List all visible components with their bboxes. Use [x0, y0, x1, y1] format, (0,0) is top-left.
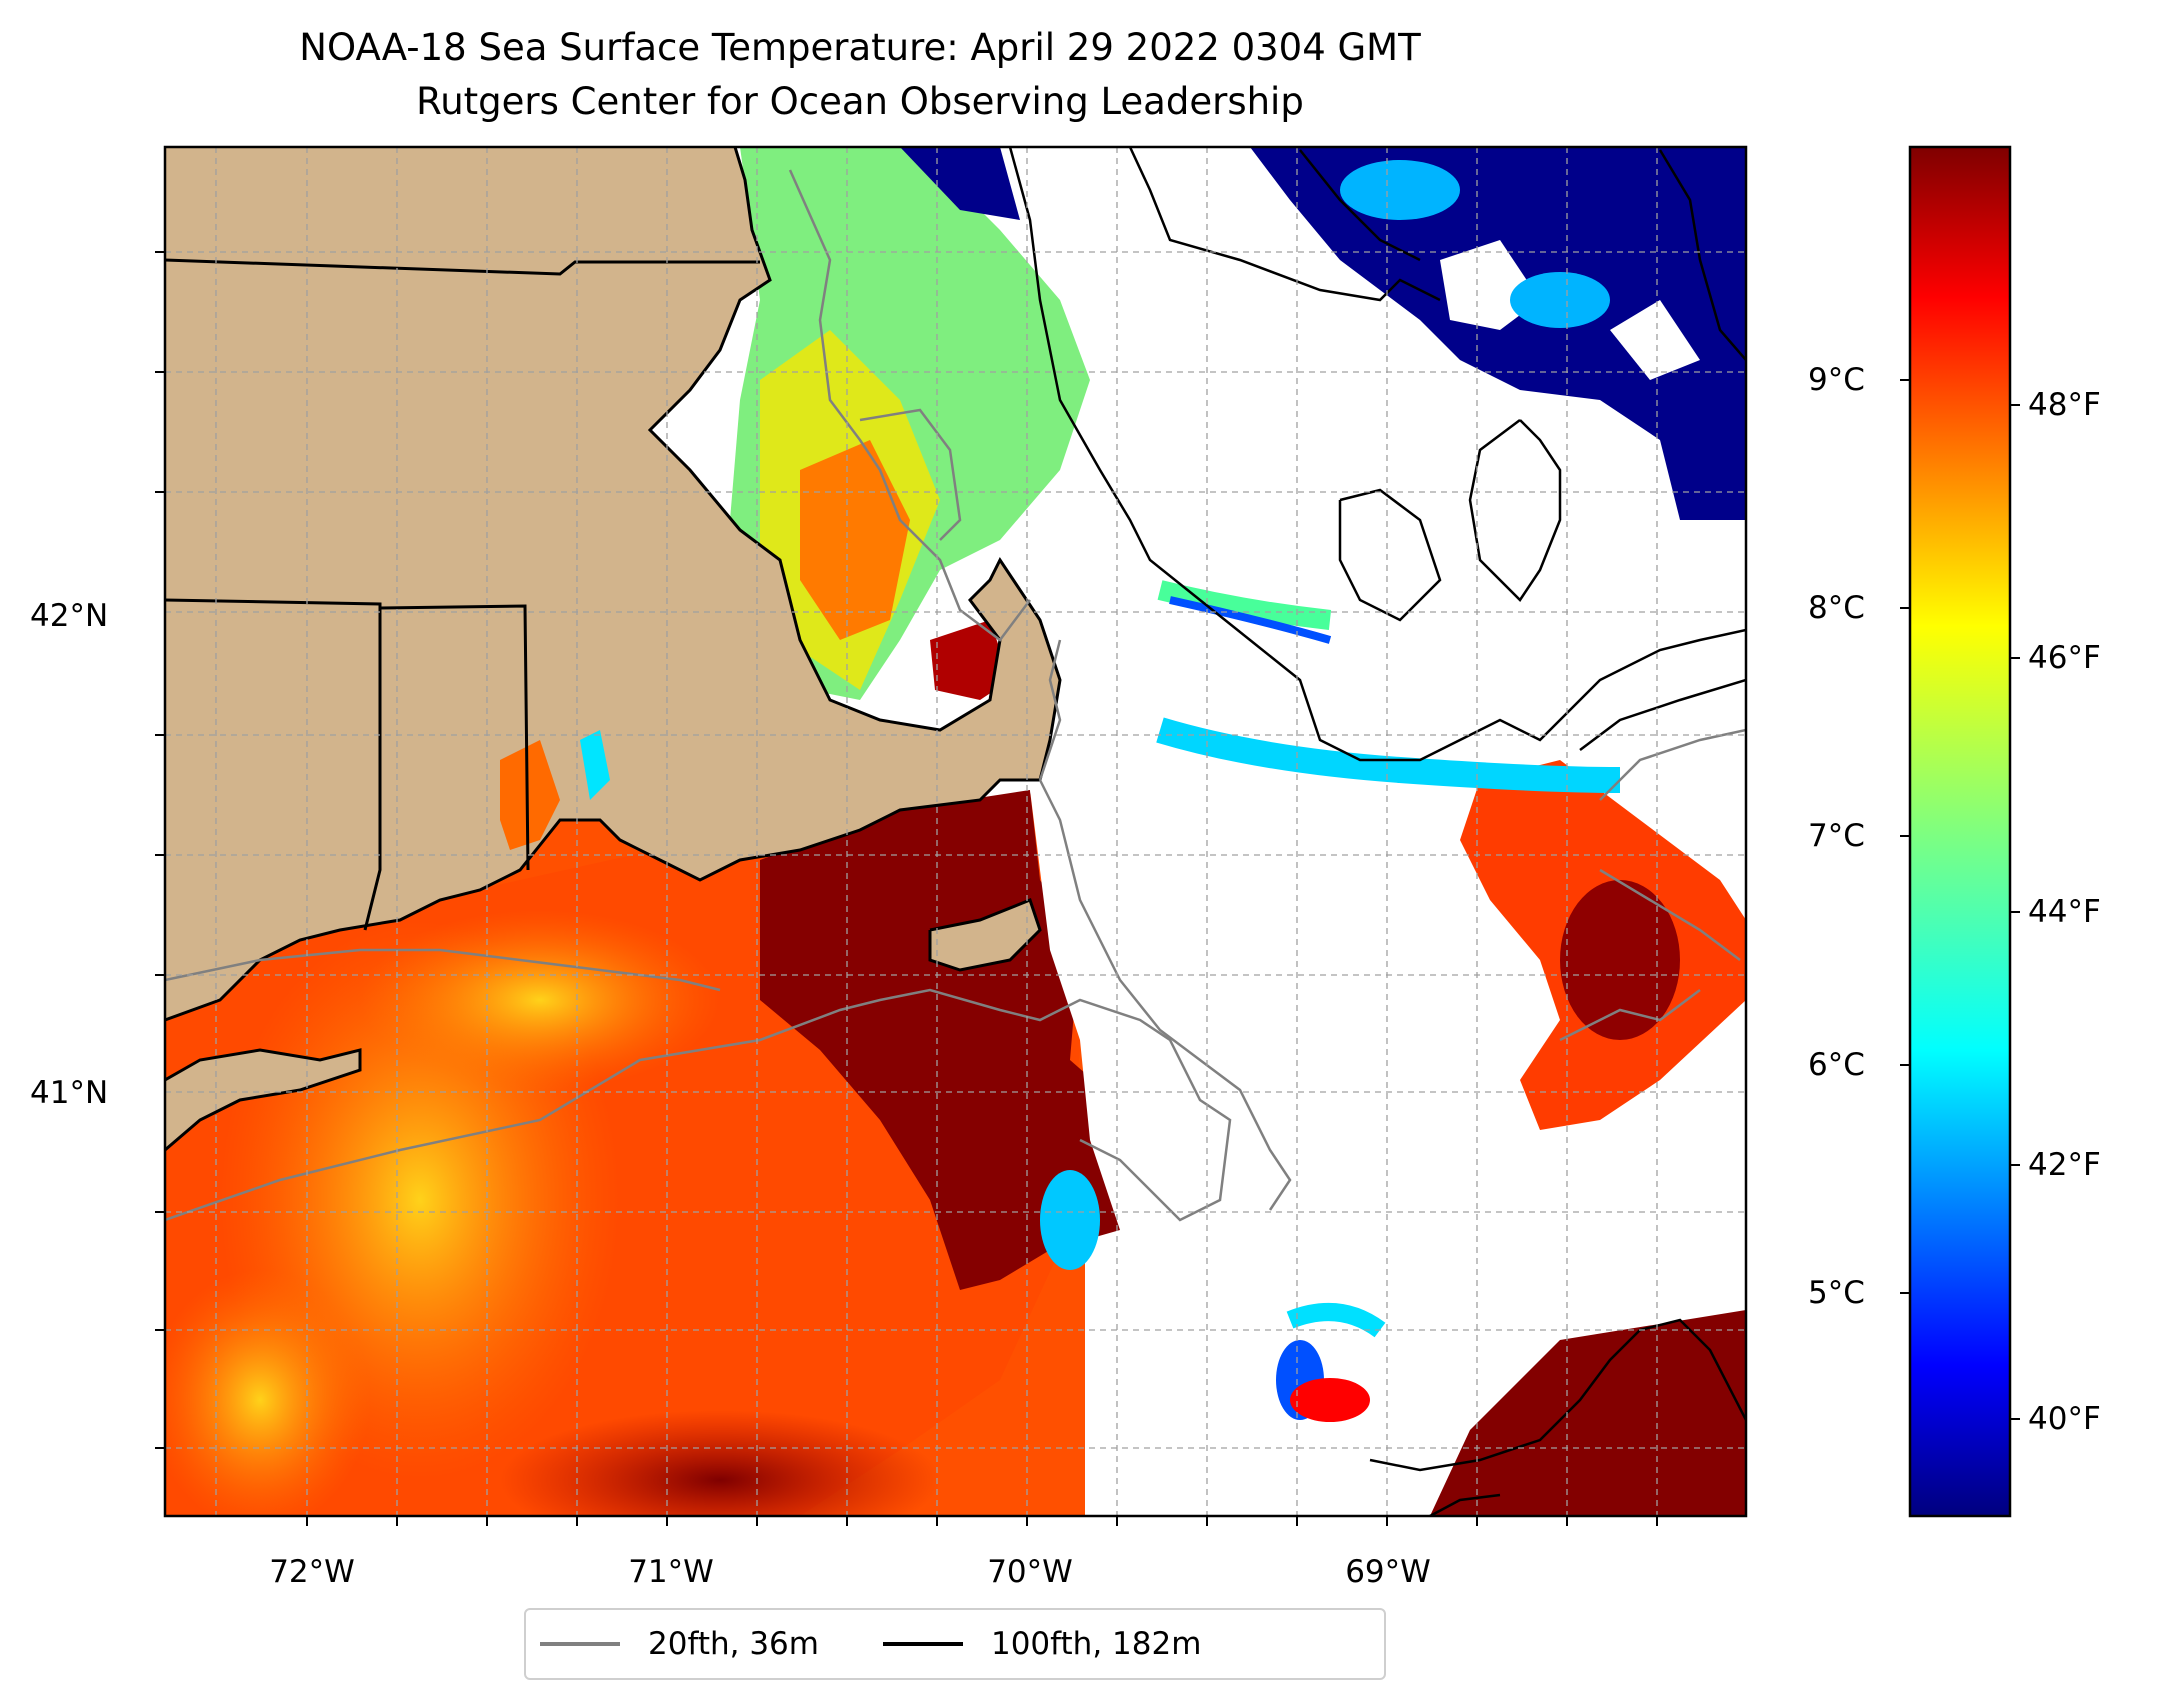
- cbar-fahrenheit-40: 40°F: [2028, 1401, 2101, 1437]
- map-title: NOAA-18 Sea Surface Temperature: April 2…: [299, 26, 1421, 69]
- cbar-celsius-6: 6°C: [1808, 1047, 1865, 1083]
- legend-label-100fth: 100fth, 182m: [990, 1626, 1202, 1662]
- legend-swatch-100fth: [882, 1642, 963, 1646]
- isobath-100fth: [1128, 147, 1441, 302]
- hot-sst-shoals: [760, 790, 1190, 1290]
- colorbar: [1908, 145, 2012, 1518]
- cbar-celsius-7: 7°C: [1808, 818, 1865, 854]
- gulf-of-maine-cold: [1250, 147, 1746, 520]
- lon-label-69w: 69°W: [1345, 1554, 1431, 1590]
- legend-item-100fth: 100fth, 182m: [882, 1626, 1202, 1662]
- isobath-20fth: [165, 988, 1232, 1222]
- map-subtitle: Rutgers Center for Ocean Observing Leade…: [416, 80, 1304, 123]
- legend-swatch-20fth: [540, 1642, 620, 1646]
- cbar-fahrenheit-48: 48°F: [2028, 387, 2101, 423]
- cbar-celsius-9: 9°C: [1808, 362, 1865, 398]
- lon-label-72w: 72°W: [269, 1554, 355, 1590]
- colorbar-ticks: [1900, 379, 2020, 1420]
- land-new-england: [165, 147, 1060, 1020]
- legend-label-20fth: 20fth, 36m: [648, 1626, 819, 1662]
- cbar-fahrenheit-42: 42°F: [2028, 1147, 2101, 1183]
- cbar-fahrenheit-46: 46°F: [2028, 640, 2101, 676]
- lat-label-42n: 42°N: [30, 598, 109, 634]
- lon-label-70w: 70°W: [987, 1554, 1073, 1590]
- cbar-celsius-8: 8°C: [1808, 590, 1865, 626]
- legend-item-20fth: 20fth, 36m: [540, 1626, 819, 1662]
- isobath-legend: 20fth, 36m 100fth, 182m: [524, 1608, 1386, 1680]
- graticule: [165, 147, 1746, 1516]
- lon-label-71w: 71°W: [628, 1554, 714, 1590]
- map-frame: [163, 145, 1748, 1518]
- cbar-fahrenheit-44: 44°F: [2028, 894, 2101, 930]
- cbar-celsius-5: 5°C: [1808, 1275, 1865, 1311]
- lat-label-41n: 41°N: [30, 1075, 109, 1111]
- axis-ticks: [155, 251, 1658, 1526]
